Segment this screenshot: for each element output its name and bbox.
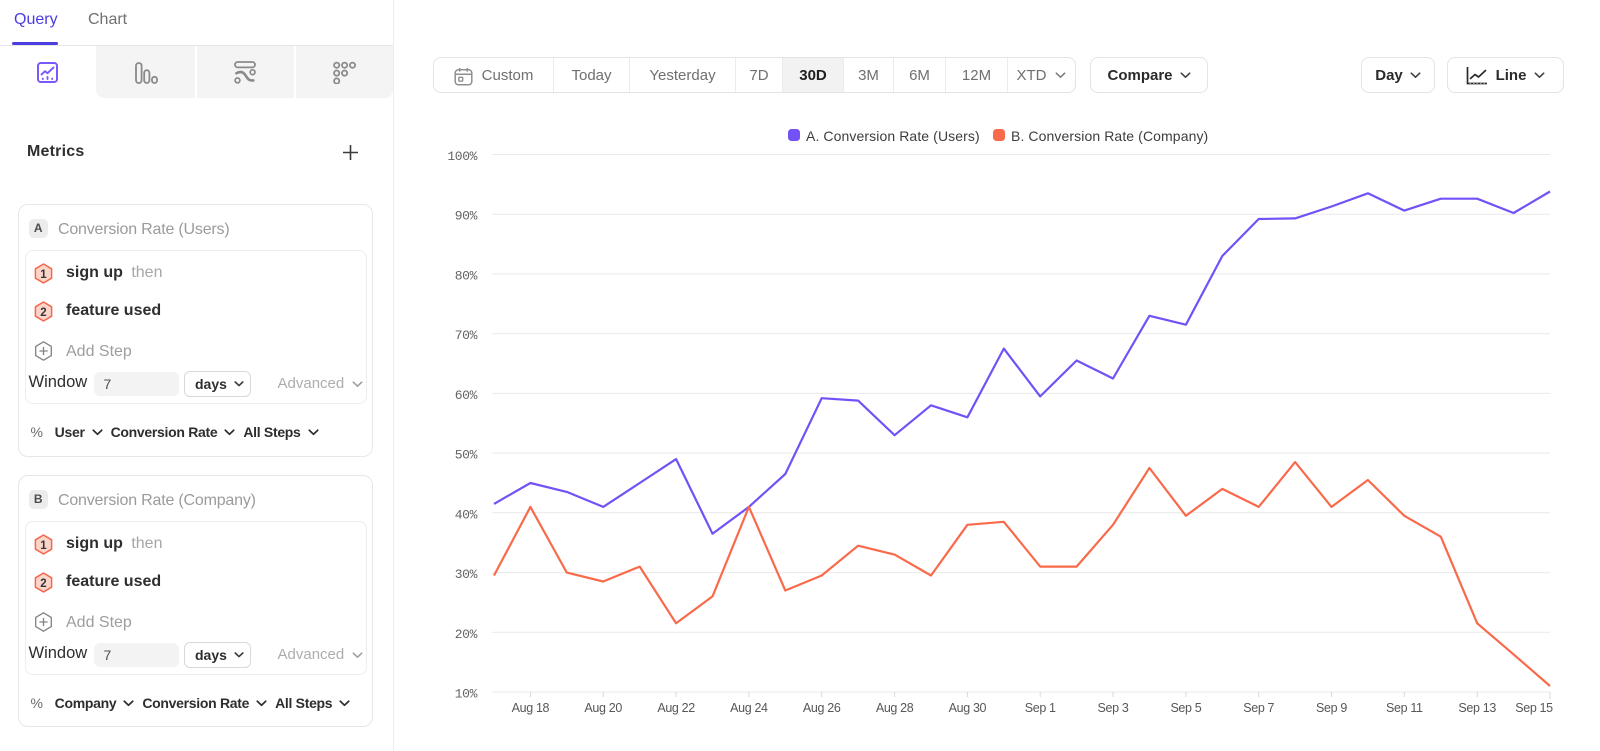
svg-text:2: 2 (40, 577, 46, 589)
svg-text:40%: 40% (455, 507, 478, 522)
svg-text:2: 2 (40, 306, 46, 318)
svg-text:Sep 9: Sep 9 (1316, 701, 1347, 715)
svg-text:1: 1 (40, 539, 47, 551)
svg-text:Aug 26: Aug 26 (803, 701, 841, 715)
svg-text:30%: 30% (455, 567, 478, 582)
svg-text:Aug 18: Aug 18 (512, 701, 550, 715)
svg-text:80%: 80% (455, 268, 478, 283)
svg-text:20%: 20% (455, 627, 478, 642)
svg-text:10%: 10% (455, 687, 478, 702)
svg-text:Sep 5: Sep 5 (1170, 701, 1201, 715)
svg-text:Sep 1: Sep 1 (1025, 701, 1056, 715)
svg-text:Aug 30: Aug 30 (949, 701, 987, 715)
svg-text:50%: 50% (455, 448, 478, 463)
svg-text:Sep 15: Sep 15 (1515, 701, 1553, 715)
svg-text:Sep 11: Sep 11 (1386, 701, 1423, 715)
svg-text:1: 1 (40, 268, 47, 280)
svg-text:60%: 60% (455, 388, 478, 403)
svg-text:Aug 20: Aug 20 (584, 701, 622, 715)
svg-text:Sep 7: Sep 7 (1243, 701, 1274, 715)
svg-text:Aug 24: Aug 24 (730, 701, 768, 715)
svg-text:70%: 70% (455, 328, 478, 343)
svg-text:Aug 28: Aug 28 (876, 701, 914, 715)
svg-text:100%: 100% (447, 149, 477, 164)
svg-text:90%: 90% (455, 209, 478, 224)
svg-text:Aug 22: Aug 22 (657, 701, 695, 715)
svg-text:Sep 13: Sep 13 (1458, 701, 1496, 715)
svg-text:Sep 3: Sep 3 (1098, 701, 1129, 715)
